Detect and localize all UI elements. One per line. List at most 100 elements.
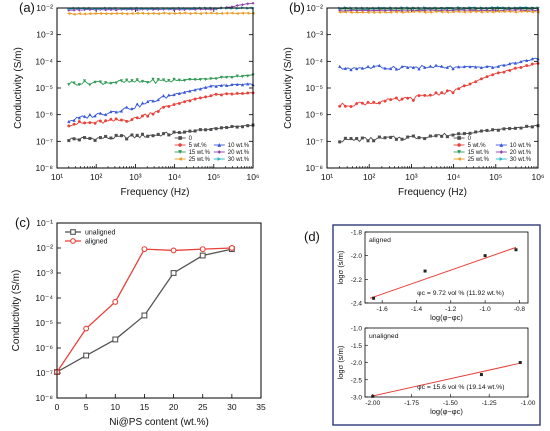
- data-point: [172, 130, 176, 134]
- data-point: [343, 10, 347, 14]
- data-point: [400, 10, 404, 14]
- data-point: [225, 75, 229, 80]
- data-point: [146, 114, 150, 118]
- data-point: [366, 100, 370, 104]
- data-point: [135, 11, 139, 15]
- data-point: [479, 10, 483, 14]
- data-point: [77, 138, 81, 142]
- legend-label: 20 wt.%: [510, 150, 532, 156]
- data-point: [479, 129, 483, 133]
- data-point: [72, 81, 76, 85]
- data-point: [167, 12, 171, 16]
- legend-label: 0: [468, 136, 472, 142]
- x-tick-label: 10¹: [321, 172, 333, 182]
- data-point: [383, 136, 387, 140]
- data-point: [440, 134, 444, 138]
- data-point: [162, 132, 166, 136]
- legend: unaligned aligned: [65, 229, 115, 246]
- data-point: [83, 352, 90, 359]
- data-point: [93, 121, 97, 125]
- series-10-wt-: [338, 57, 540, 72]
- data-point: [209, 77, 213, 81]
- data-point: [146, 134, 150, 138]
- data-point: [406, 65, 410, 69]
- data-point: [228, 245, 235, 251]
- data-point: [366, 10, 370, 15]
- data-point: [411, 134, 415, 138]
- data-point: [360, 10, 364, 14]
- data-point: [182, 78, 187, 83]
- legend-marker: [457, 136, 461, 140]
- data-point: [394, 96, 398, 100]
- data-point: [377, 101, 381, 105]
- legend: 05 wt.% 10 wt.% 15 wt.% 20 wt.% 25 wt.% 30 wt…: [174, 136, 250, 163]
- data-point: [434, 63, 438, 67]
- data-point: [468, 10, 472, 14]
- data-point: [119, 118, 123, 122]
- data-point: [508, 68, 512, 72]
- x-tick-label: -1.6: [377, 306, 389, 313]
- legend-marker: [178, 157, 182, 161]
- data-point: [490, 10, 495, 14]
- subplot-label: aligned: [369, 237, 391, 244]
- data-point: [483, 254, 487, 258]
- data-point: [451, 133, 455, 137]
- data-point: [72, 8, 76, 12]
- data-point: [88, 121, 92, 125]
- legend-label: aligned: [85, 239, 108, 246]
- data-point: [83, 121, 87, 125]
- data-point: [457, 87, 461, 91]
- data-point: [193, 88, 197, 92]
- series-15-wt-: [67, 73, 255, 87]
- panel-label: (a): [19, 0, 35, 15]
- plot-frame: [56, 222, 262, 399]
- data-point: [140, 114, 144, 118]
- x-tick-label: 10⁶: [532, 172, 545, 182]
- data-point: [156, 78, 160, 82]
- data-point: [240, 74, 245, 79]
- data-point: [151, 77, 155, 81]
- x-tick-label: -1.25: [482, 400, 497, 407]
- percolation-annotation: φc = 9.72 vol % (11.92 wt.%): [417, 290, 504, 297]
- data-point: [445, 89, 449, 93]
- data-point: [343, 136, 347, 140]
- x-tick-label: 0: [55, 402, 60, 412]
- plot-frame: [56, 7, 254, 169]
- data-point: [167, 133, 171, 137]
- legend-marker: [499, 157, 504, 161]
- data-point: [394, 10, 398, 14]
- data-point: [172, 103, 176, 107]
- data-point: [198, 78, 202, 82]
- data-point: [124, 12, 129, 16]
- y-axis-label: Conductivity (S/m): [283, 47, 294, 129]
- data-point: [219, 75, 224, 80]
- x-axis-label: Frequency (Hz): [398, 187, 467, 198]
- y-tick-label: 10⁻³: [306, 30, 323, 40]
- y-tick-label: 10⁻⁴: [35, 293, 53, 303]
- data-point: [182, 90, 187, 94]
- data-point: [502, 63, 506, 67]
- data-point: [411, 98, 415, 102]
- data-point: [204, 128, 208, 132]
- data-point: [172, 77, 176, 82]
- legend-marker: [457, 157, 461, 161]
- data-point: [422, 10, 427, 14]
- data-point: [235, 91, 239, 95]
- data-point: [525, 124, 529, 128]
- data-point: [125, 137, 129, 141]
- data-point: [445, 10, 449, 14]
- x-axis-label: log(φ−φc): [430, 313, 463, 322]
- data-point: [72, 122, 76, 126]
- data-point: [502, 9, 506, 14]
- x-tick-label: 35: [256, 402, 266, 412]
- data-point: [514, 248, 518, 252]
- data-point: [230, 76, 234, 80]
- data-point: [225, 83, 229, 87]
- data-point: [140, 101, 145, 105]
- data-point: [240, 83, 245, 87]
- data-point: [114, 133, 118, 137]
- data-point: [530, 62, 534, 66]
- data-point: [151, 134, 155, 138]
- y-tick-label: -2.2: [351, 277, 363, 284]
